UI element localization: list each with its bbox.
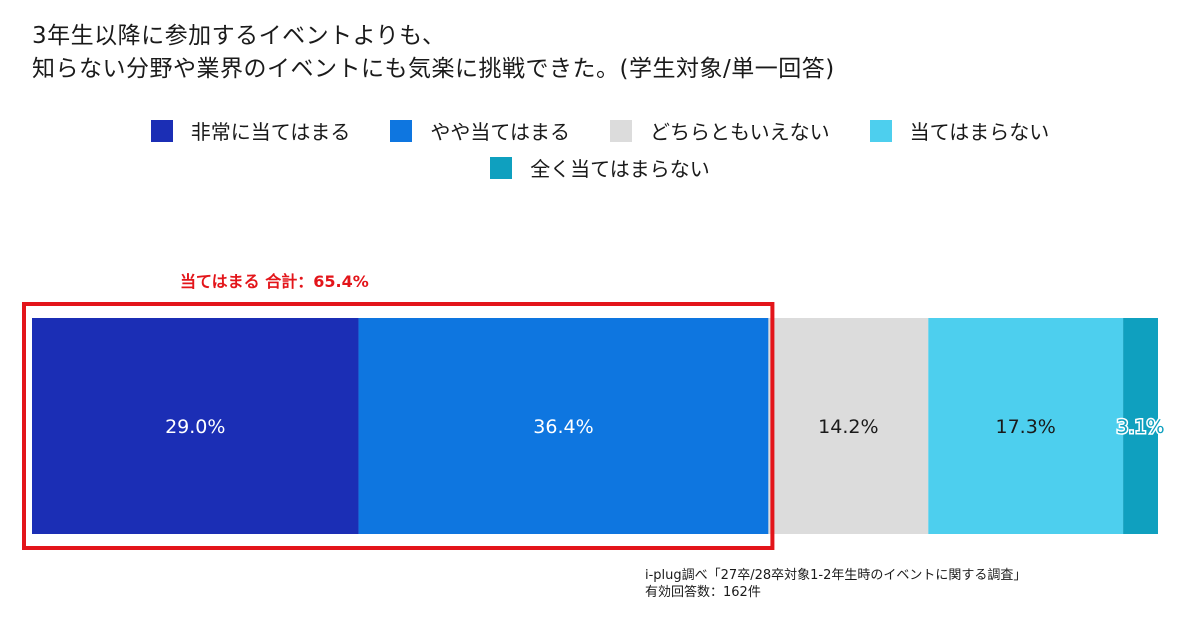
title-line-2: 知らない分野や業界のイベントにも気楽に挑戦できた。(学生対象/単一回答): [32, 56, 835, 82]
data-label: 3.1%: [1116, 416, 1164, 438]
bar-segment-not-applicable: [928, 318, 1124, 534]
legend-item-somewhat-applicable: やや当てはまる: [390, 116, 570, 145]
source-line-1: i-plug調べ「27卒/28卒対象1-2年生時のイベントに関する調査」: [645, 568, 1027, 583]
bar-segment-somewhat-applicable: [358, 318, 769, 534]
source-note: i-plug調べ「27卒/28卒対象1-2年生時のイベントに関する調査」 有効回…: [645, 567, 1026, 601]
legend-label: どちらともいえない: [650, 120, 830, 144]
legend-item-not-at-all-applicable: 全く当てはまらない: [490, 153, 710, 182]
highlight-box: [22, 302, 775, 550]
bar-segment-very-applicable: [32, 318, 359, 534]
legend-label: 非常に当てはまる: [190, 120, 351, 144]
data-label: 36.4%: [533, 416, 593, 438]
highlight-total-label: 当てはまる 合計：65.4%: [180, 272, 369, 291]
legend-item-not-applicable: 当てはまらない: [869, 116, 1050, 145]
legend: 非常に当てはまる やや当てはまる どちらともいえない 当てはまらない 全く当ては…: [0, 112, 1200, 186]
legend-label: やや当てはまる: [430, 120, 570, 144]
legend-swatch: [869, 119, 892, 142]
chart-title: 3年生以降に参加するイベントよりも、 知らない分野や業界のイベントにも気楽に挑戦…: [32, 20, 835, 86]
title-line-1: 3年生以降に参加するイベントよりも、: [32, 23, 446, 49]
legend-item-very-applicable: 非常に当てはまる: [150, 116, 351, 145]
legend-swatch: [150, 119, 173, 142]
legend-item-neutral: どちらともいえない: [610, 116, 830, 145]
legend-row-1: 非常に当てはまる やや当てはまる どちらともいえない 当てはまらない: [0, 112, 1200, 149]
legend-swatch: [610, 119, 632, 142]
data-label: 14.2%: [818, 416, 878, 438]
legend-swatch: [490, 156, 513, 179]
bar-segment-not-at-all-applicable: [1123, 318, 1158, 534]
legend-swatch: [390, 119, 413, 142]
source-line-2: 有効回答数：162件: [645, 585, 761, 600]
bar-segment-neutral: [768, 318, 929, 534]
legend-label: 当てはまらない: [909, 120, 1050, 144]
data-label: 17.3%: [996, 416, 1056, 438]
legend-row-2: 全く当てはまらない: [0, 149, 1200, 186]
legend-label: 全く当てはまらない: [530, 157, 710, 181]
data-label: 29.0%: [165, 416, 225, 438]
